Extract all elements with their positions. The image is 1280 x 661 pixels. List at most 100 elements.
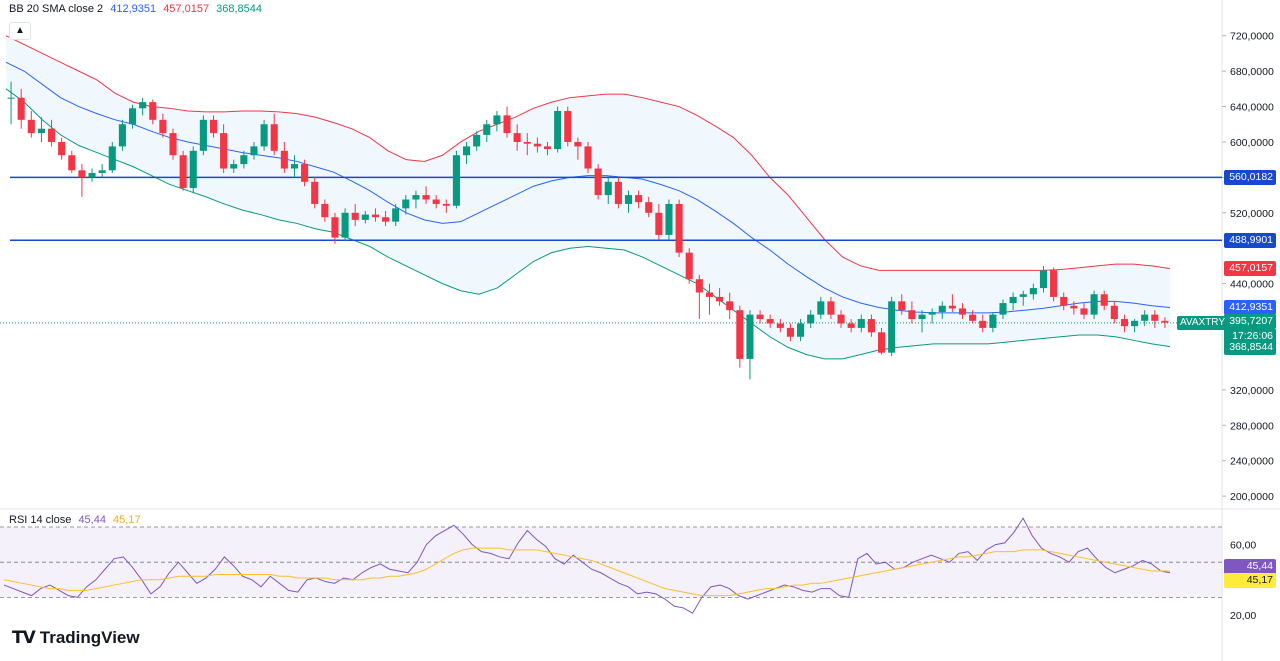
candle-body (230, 164, 238, 169)
rsi-tick-label: 20,00 (1230, 610, 1256, 622)
rsi-ma-value: 45,17 (113, 514, 141, 526)
price-tick-label: 600,0000 (1230, 137, 1274, 149)
candle-body (7, 97, 15, 99)
candle-body (149, 102, 157, 120)
candle-body (554, 110, 562, 150)
candle-body (817, 301, 825, 315)
price-tick-label: 440,0000 (1230, 279, 1274, 291)
candle-body (685, 252, 693, 280)
candle-body (1050, 270, 1058, 297)
candle-body (189, 150, 197, 189)
candle-body (361, 214, 369, 220)
candle-body (837, 314, 845, 324)
bb-legend: BB 20 SMA close 2 412,9351 457,0157 368,… (9, 3, 266, 15)
candle-body (614, 181, 622, 204)
candle-body (402, 199, 410, 209)
candle-body (655, 212, 663, 235)
chevron-up-icon[interactable]: ▲ (9, 22, 31, 40)
candle-body (290, 164, 299, 169)
candle-body (624, 195, 633, 204)
candle-body (270, 124, 278, 151)
candle-body (371, 214, 379, 218)
candle-body (999, 303, 1007, 315)
candle-body (37, 128, 45, 134)
candle-body (695, 279, 703, 293)
bar-countdown: 17:26:06 (1224, 328, 1276, 343)
price-tick-label: 640,0000 (1230, 102, 1274, 114)
candle-body (776, 323, 784, 328)
bb-lower-value: 368,8544 (216, 3, 263, 15)
candle-body (746, 314, 754, 359)
price-tick-label: 200,0000 (1230, 491, 1274, 503)
rsi-legend: RSI 14 close 45,44 45,17 (9, 514, 145, 526)
candle-body (756, 314, 764, 320)
candle-body (645, 202, 653, 213)
candle-body (564, 110, 572, 142)
candle-body (78, 170, 86, 178)
bb-basis-value: 412,9351 (110, 3, 157, 15)
candle-body (1161, 320, 1169, 323)
candle-body (1080, 308, 1088, 315)
candle-body (827, 301, 835, 315)
candle-body (898, 301, 906, 311)
candle-body (473, 134, 481, 147)
tradingview-logo: 𝗧𝗩 TradingView (12, 628, 140, 648)
candle-body (159, 119, 167, 134)
upper-price-tag: 457,0157 (1224, 261, 1276, 277)
candle-body (422, 195, 430, 200)
candle-body (220, 133, 228, 169)
candle-body (604, 181, 612, 196)
candle-body (1131, 320, 1139, 327)
candle-body (351, 212, 359, 220)
candle-body (989, 314, 997, 328)
candle-body (1120, 319, 1128, 327)
candle-body (594, 168, 602, 196)
candle-body (705, 292, 714, 297)
candle-body (58, 141, 66, 156)
candle-body (331, 217, 339, 238)
candle-body (888, 301, 896, 353)
candle-body (574, 141, 582, 147)
candle-body (938, 305, 946, 312)
candle-body (493, 115, 501, 125)
price-tick-label: 320,0000 (1230, 385, 1274, 397)
candle-body (392, 208, 400, 222)
price-tick-label: 720,0000 (1230, 31, 1274, 43)
rsi-rsi-line (3, 517, 1171, 614)
candle-body (736, 310, 744, 359)
bb-band-fill (6, 35, 1170, 359)
candle-body (88, 172, 96, 178)
candle-body (301, 164, 309, 182)
price-tick-label: 520,0000 (1230, 208, 1274, 220)
candle-body (311, 181, 319, 204)
candle-body (786, 327, 794, 337)
candle-body (979, 320, 987, 328)
candle-body (321, 203, 329, 218)
candle-body (139, 102, 147, 109)
candle-body (48, 128, 56, 142)
candle-body (877, 332, 886, 353)
candle-body (948, 305, 956, 309)
candle-body (1141, 314, 1149, 321)
candle-body (118, 124, 126, 147)
symbol-tag: AVAXTRY (1177, 315, 1229, 330)
candle-body (1151, 314, 1159, 321)
candle-body (716, 296, 724, 302)
candle-body (1110, 305, 1118, 320)
candle-body (260, 124, 268, 147)
rsi-ma-line (3, 547, 1170, 597)
rsi-tick-label: 60,00 (1230, 540, 1256, 552)
rsi-value: 45,44 (78, 514, 106, 526)
candle-body (179, 155, 187, 189)
candle-body (503, 115, 511, 134)
candle-body (1070, 305, 1078, 309)
candle-body (108, 146, 116, 171)
candle-body (918, 314, 926, 320)
candle-body (766, 319, 774, 324)
candle-body (17, 97, 25, 120)
bb-indicator-label: BB 20 SMA close 2 (9, 3, 104, 15)
price-tick-label: 240,0000 (1230, 456, 1274, 468)
candle-body (1009, 296, 1017, 304)
bb-upper-value: 457,0157 (163, 3, 210, 15)
